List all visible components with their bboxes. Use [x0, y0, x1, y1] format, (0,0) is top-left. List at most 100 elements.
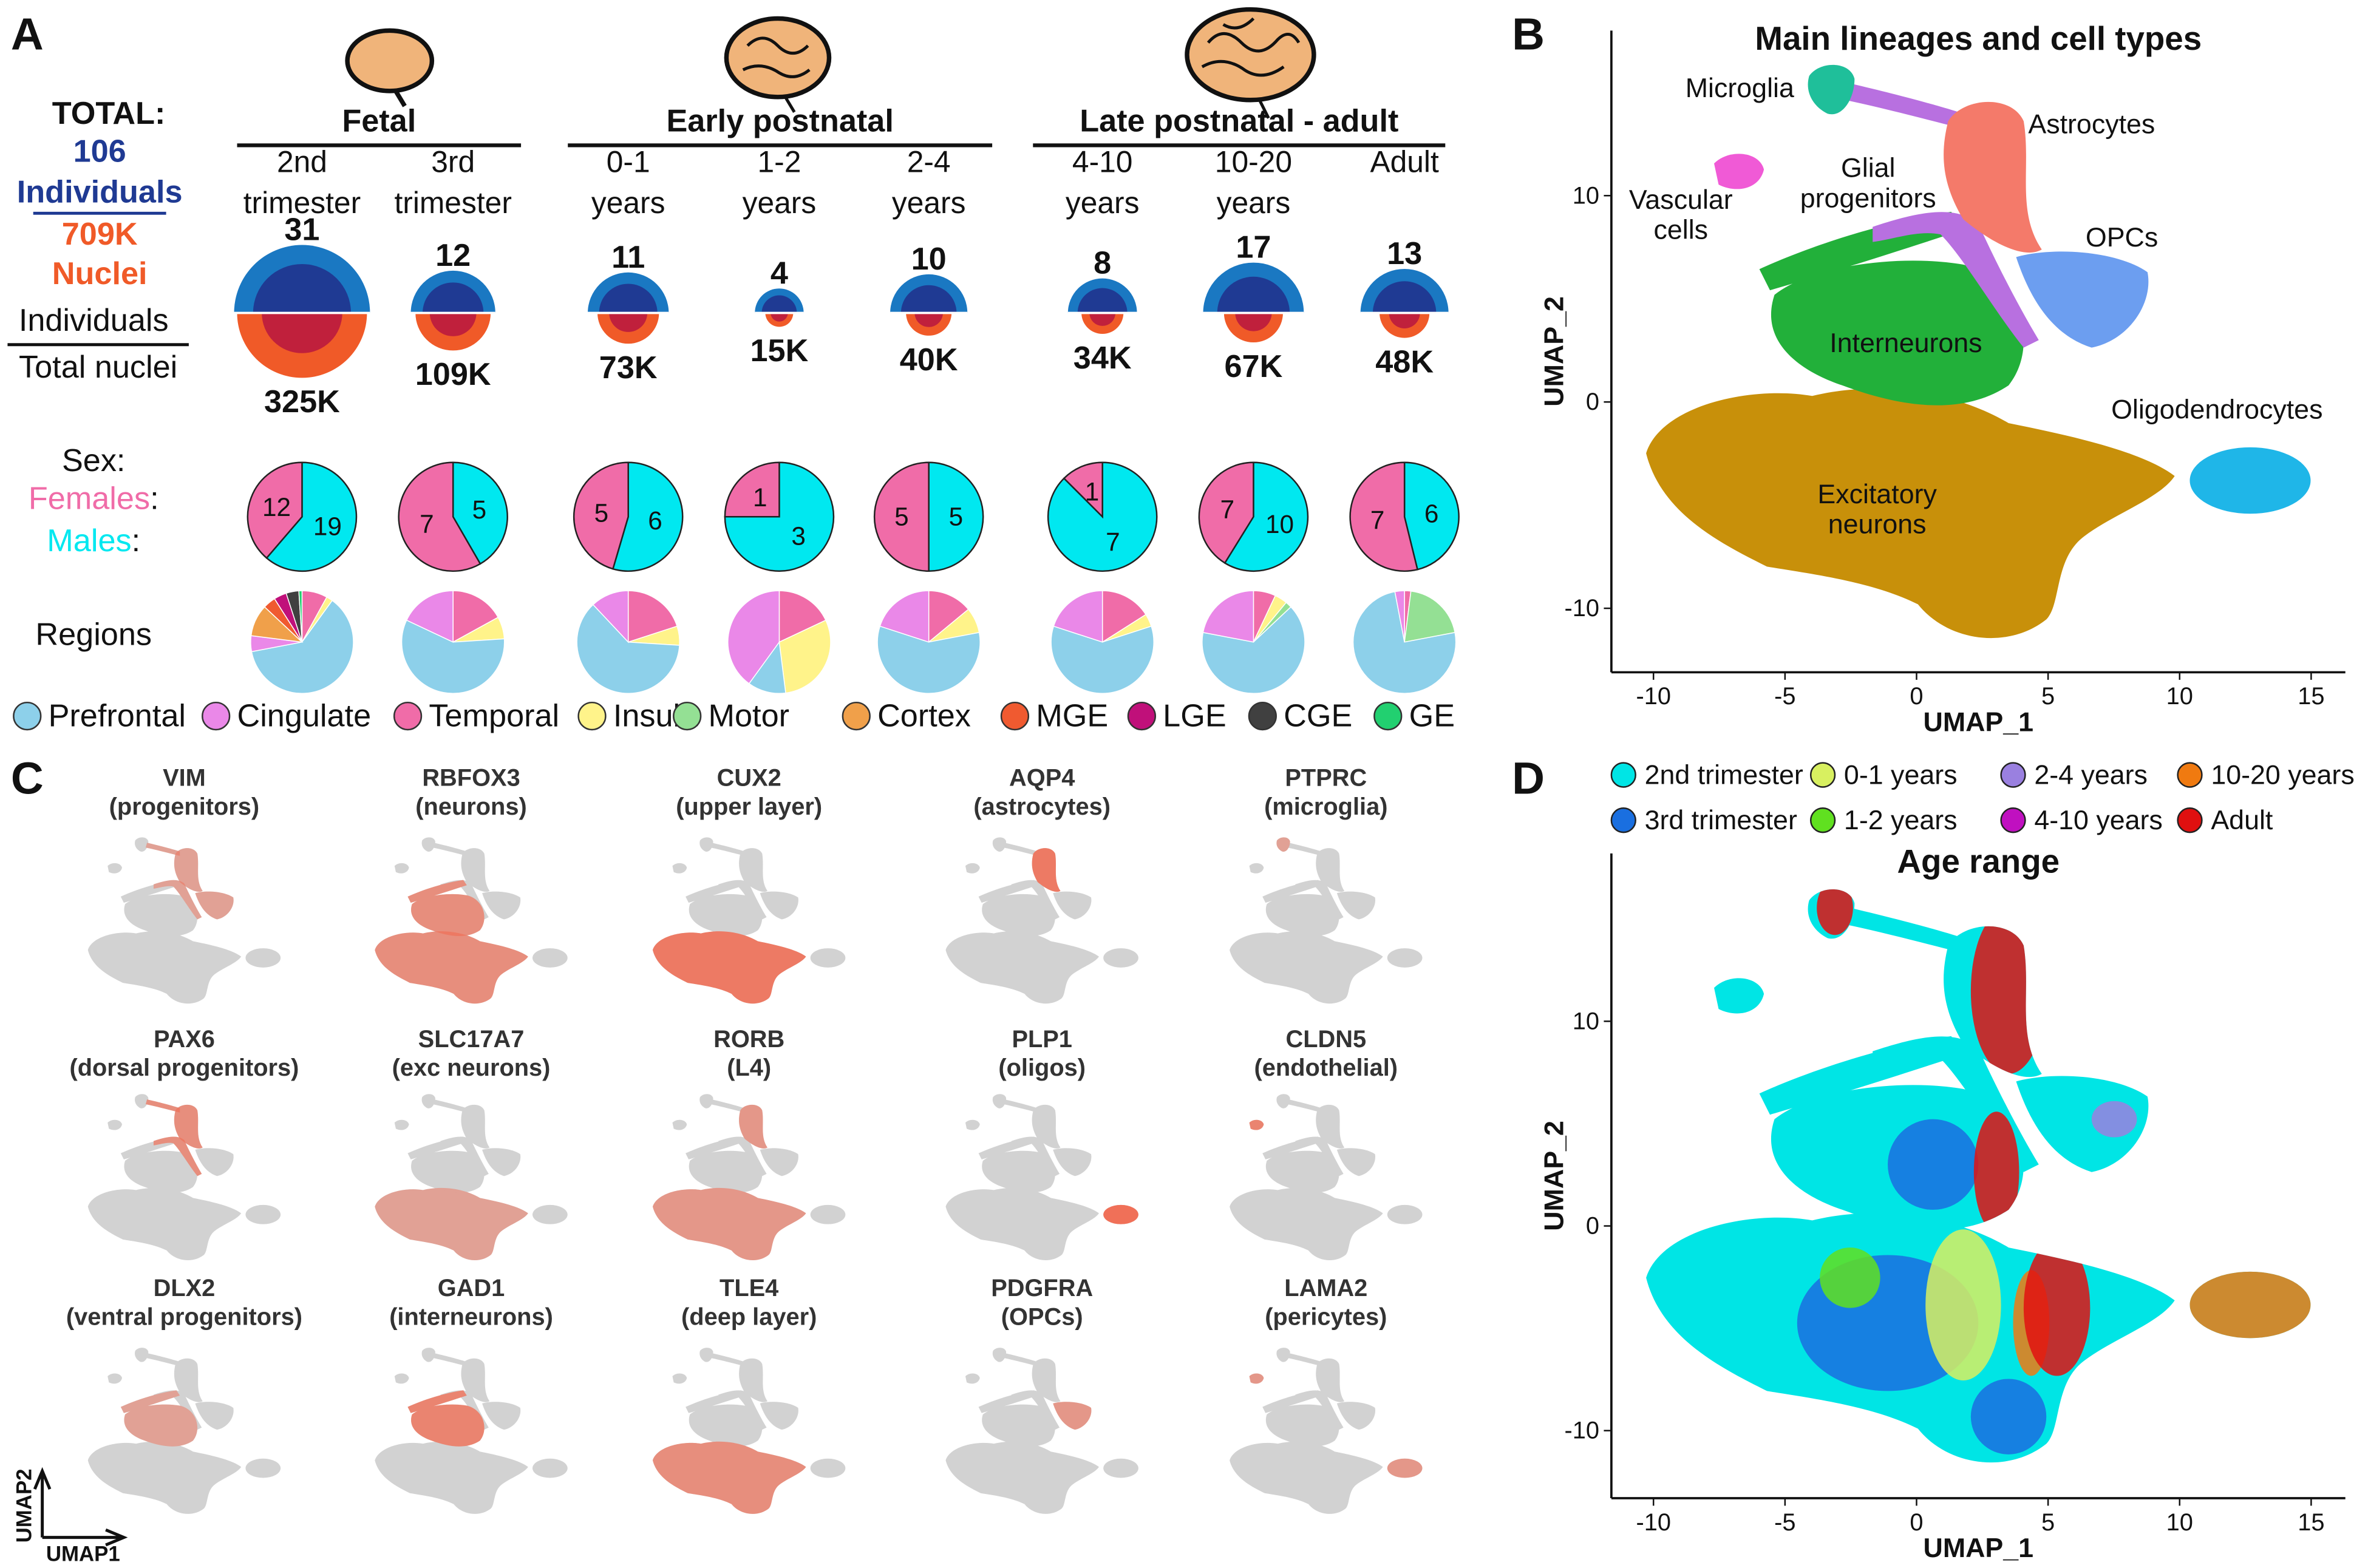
- gene-name: LAMA2: [1284, 1275, 1367, 1302]
- feature-cluster: [1276, 1348, 1290, 1362]
- individuals-count: 4: [771, 256, 788, 291]
- nuclei-count: 73K: [599, 350, 658, 385]
- cell-type-label: Interneurons: [1829, 328, 1982, 358]
- region-slice: [627, 590, 678, 643]
- feature-cluster: [992, 1348, 1007, 1362]
- cell-type-label: progenitors: [1800, 183, 1936, 213]
- feature-cluster: [992, 1094, 1007, 1108]
- age-patch: [2091, 1101, 2137, 1138]
- stage-label: years: [591, 186, 665, 220]
- region-slice: [879, 590, 930, 643]
- age-legend-label: 2nd trimester: [1645, 760, 1803, 790]
- age-legend-swatch: [1610, 807, 1636, 833]
- gene-description: (progenitors): [109, 793, 260, 820]
- region-slice: [1101, 590, 1147, 643]
- individuals-core: [599, 283, 658, 313]
- age-legend-swatch: [1610, 762, 1636, 788]
- y-tick-label: -10: [1564, 1417, 1599, 1444]
- region-slice: [778, 590, 826, 643]
- brain-folds: [1201, 17, 1301, 119]
- key-individuals: Individuals: [19, 303, 169, 338]
- nuclei-count: 34K: [1073, 341, 1132, 376]
- individuals-core: [761, 295, 797, 313]
- sex-key: Females:: [29, 481, 159, 516]
- stage-label: 4-10: [1072, 145, 1133, 179]
- feature-cluster: [810, 1458, 846, 1478]
- age-legend-swatch: [2000, 807, 2026, 833]
- cell-type-label: neurons: [1828, 509, 1927, 540]
- stage-label: years: [743, 186, 817, 220]
- axis-arrow-label: UMAP2: [12, 1468, 36, 1543]
- individuals-core: [1217, 276, 1290, 313]
- sex-count: 6: [648, 506, 662, 535]
- stage-label: 2-4: [907, 145, 951, 179]
- sex-count: 5: [949, 503, 964, 531]
- region-slice: [1202, 590, 1254, 643]
- y-tick-label: 0: [1586, 389, 1599, 415]
- x-axis-label: UMAP_1: [1923, 1533, 2033, 1563]
- feature-expression: [1276, 837, 1290, 852]
- sex-slice-female: [1198, 461, 1254, 565]
- panels: ATOTAL:106Individuals709KNucleiIndividua…: [7, 8, 2355, 1566]
- region-legend-swatch: [1373, 701, 1403, 731]
- feature-umap: [945, 1094, 1138, 1261]
- sex-slice-female: [724, 461, 780, 518]
- nuclei-core: [1235, 313, 1272, 331]
- feature-cluster: [135, 837, 149, 852]
- nuclei-count: 15K: [750, 333, 809, 368]
- gene-description: (ventral progenitors): [66, 1303, 302, 1330]
- feature-cluster: [945, 1187, 1099, 1261]
- brain-icon: [724, 16, 832, 100]
- nuclei-core: [609, 313, 648, 332]
- group-title: Fetal: [342, 104, 416, 139]
- age-overlays: [1797, 889, 2311, 1454]
- cell-cluster: [2016, 251, 2149, 348]
- feature-cluster: [1387, 1204, 1423, 1224]
- feature-cluster: [760, 891, 798, 920]
- nuclei-count: 67K: [1225, 349, 1283, 384]
- region-slice: [1053, 590, 1103, 643]
- feature-cluster: [1336, 891, 1376, 920]
- region-legend-swatch: [1248, 701, 1277, 731]
- feature-cluster: [1336, 1148, 1376, 1176]
- cell-cluster: [1714, 154, 1764, 189]
- y-axis-label: UMAP_2: [1539, 1121, 1569, 1231]
- sex-key-name: Males: [47, 523, 131, 558]
- nuclei-count: 109K: [415, 357, 491, 392]
- sex-count: 7: [1370, 506, 1385, 534]
- region-legend-swatch: [842, 701, 871, 731]
- sex-slice-male: [452, 461, 508, 565]
- cell-type-label: Glial: [1841, 153, 1896, 183]
- region-slice: [401, 619, 505, 694]
- feature-cluster: [672, 1373, 687, 1384]
- feature-cluster: [945, 931, 1099, 1004]
- feature-cluster: [760, 1148, 798, 1176]
- feature-cluster: [672, 863, 687, 874]
- region-legend-label: Cortex: [877, 699, 971, 734]
- feature-cluster: [532, 1458, 568, 1478]
- region-slice: [877, 625, 981, 694]
- feature-cluster: [810, 948, 846, 968]
- gene-name: GAD1: [438, 1275, 505, 1302]
- feature-cluster: [394, 863, 409, 874]
- sex-slice-female: [1349, 461, 1419, 572]
- sex-slice-female: [1063, 461, 1103, 519]
- age-patch: [1820, 1247, 1880, 1308]
- age-legend-swatch: [1809, 807, 1836, 833]
- total-heading: TOTAL:: [52, 96, 166, 131]
- feature-cluster: [1230, 1187, 1383, 1261]
- region-legend-swatch: [1127, 701, 1156, 731]
- brain-icons: [345, 7, 1316, 119]
- x-tick-label: -5: [1774, 683, 1795, 710]
- stage-label: years: [1217, 186, 1291, 220]
- panel-letter: A: [11, 8, 44, 59]
- feature-cluster: [87, 1187, 242, 1261]
- region-slice: [1050, 625, 1154, 694]
- panel-letter: B: [1512, 8, 1545, 59]
- x-tick-label: 0: [1910, 683, 1923, 710]
- age-legend-label: 1-2 years: [1844, 805, 1958, 835]
- age-legend-swatch: [1809, 762, 1836, 788]
- brain-icon: [393, 89, 407, 107]
- individuals-core: [900, 285, 957, 313]
- brain-icon: [1185, 7, 1316, 103]
